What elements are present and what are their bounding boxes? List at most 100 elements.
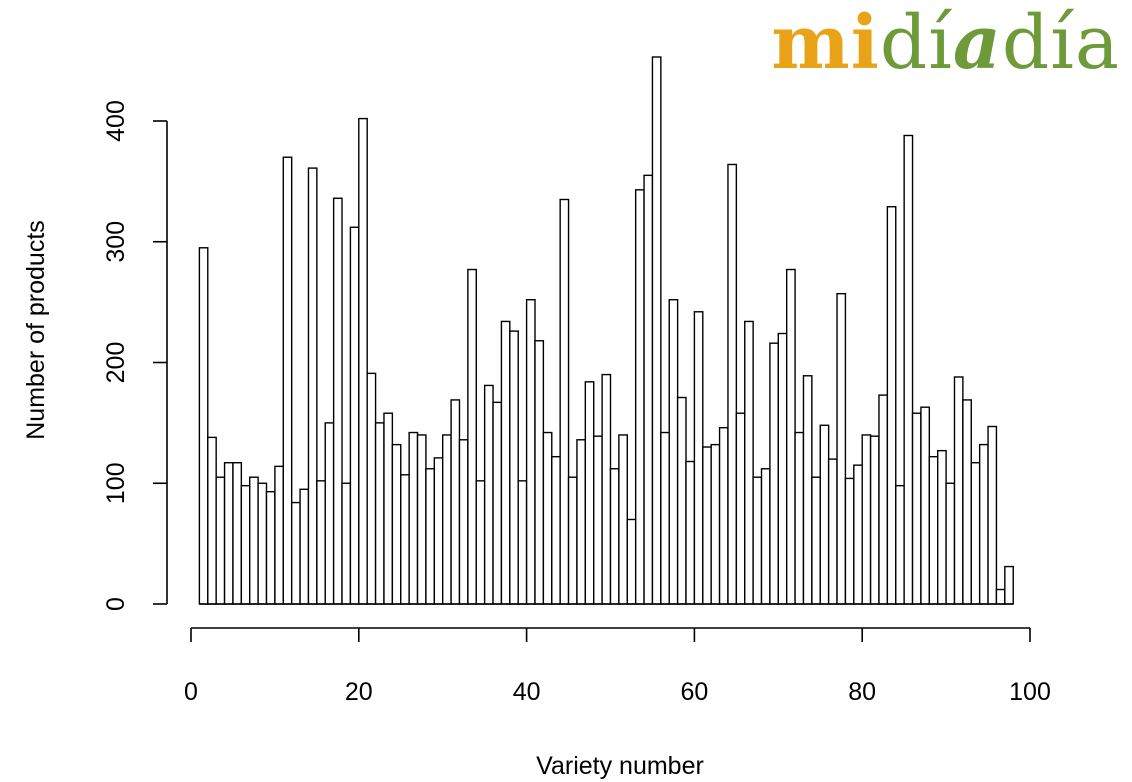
bar-variety-97 [1004,565,1014,605]
bar-variety-71 [785,268,796,605]
bar-variety-6 [240,484,251,605]
bar-variety-9 [265,491,276,605]
x-tick-label-20: 20 [345,678,373,706]
logo-di-text: dí [879,0,953,86]
bar-variety-8 [257,482,268,605]
bar-variety-40 [525,299,536,605]
bar-variety-15 [316,480,326,605]
bar-variety-31 [450,399,461,605]
bar-variety-47 [584,381,595,605]
bar-variety-80 [861,434,872,605]
x-axis: 0 20 40 60 80 100 [184,627,1051,706]
bar-variety-34 [475,480,486,605]
x-tick-label-80: 80 [848,678,876,706]
bar-variety-67 [752,476,763,605]
bar-variety-37 [500,320,511,605]
bar-variety-28 [425,468,436,605]
logo-a-text: a [952,0,1002,86]
bar-variety-87 [920,406,931,605]
bar-variety-24 [391,443,402,605]
bar-variety-21 [366,372,377,605]
bar-variety-74 [811,476,821,605]
x-tick-label-0: 0 [184,678,198,706]
bar-variety-10 [274,465,284,605]
x-axis-title: Variety number [536,752,704,780]
bar-variety-66 [744,320,754,605]
y-tick-label-200: 200 [102,342,130,384]
y-tick-label-100: 100 [102,462,130,504]
bar-variety-3 [215,476,226,605]
bar-variety-69 [769,342,779,605]
bar-variety-92 [962,399,972,605]
bar-variety-26 [408,431,419,605]
bar-variety-45 [567,476,578,605]
bar-variety-13 [299,488,310,605]
bar-variety-14 [307,167,318,605]
bar-variety-7 [249,476,259,605]
bar-variety-85 [903,134,914,605]
x-tick-label-60: 60 [680,678,708,706]
bar-variety-42 [542,431,553,605]
bar-variety-82 [878,394,889,605]
bar-variety-51 [618,434,628,605]
logo-mi-text: mi [771,0,880,86]
bar-variety-33 [467,268,477,605]
bar-variety-76 [827,458,838,605]
bar-variety-19 [349,226,360,605]
bar-variety-81 [869,435,880,605]
bar-variety-36 [492,401,503,605]
bar-variety-2 [207,436,217,605]
x-tick-label-100: 100 [1009,678,1051,706]
bar-variety-65 [735,412,746,605]
bars-group [198,56,1014,605]
bar-variety-55 [651,56,662,605]
bar-variety-58 [676,396,687,605]
bar-variety-5 [232,462,243,605]
bar-variety-60 [693,311,704,605]
bar-variety-38 [509,330,519,605]
bar-variety-29 [433,457,444,605]
bar-variety-39 [517,480,528,605]
bar-variety-43 [551,455,561,605]
bar-variety-72 [794,431,805,605]
bar-variety-70 [777,332,788,605]
bar-variety-59 [685,460,696,605]
bar-variety-93 [970,462,981,605]
bar-variety-64 [727,163,738,605]
bar-variety-79 [853,464,863,605]
bar-variety-61 [702,446,712,605]
bar-variety-44 [559,198,570,605]
x-tick-label-40: 40 [513,678,541,706]
bar-variety-48 [593,435,603,605]
bar-variety-54 [643,174,654,605]
midiadia-logo: midíadía [771,6,1120,80]
bar-variety-46 [576,439,587,605]
bar-variety-27 [416,434,427,605]
bar-variety-84 [895,484,905,605]
bar-variety-35 [483,384,494,605]
bar-variety-78 [844,477,855,605]
bar-variety-16 [324,422,335,605]
bar-variety-57 [668,299,679,605]
bar-variety-62 [710,443,721,605]
bar-variety-77 [836,292,847,605]
bar-variety-50 [609,468,620,605]
bar-variety-63 [718,427,729,605]
bar-variety-88 [928,455,939,605]
bar-variety-49 [601,373,612,605]
bar-variety-18 [341,482,352,605]
bar-variety-96 [995,588,1006,605]
bar-variety-11 [282,156,293,605]
bar-variety-25 [400,474,410,605]
bar-variety-56 [660,431,670,605]
y-axis-title: Number of products [22,220,50,440]
bar-variety-53 [634,189,645,605]
y-axis: 0 100 200 300 400 [102,100,168,611]
y-tick-label-300: 300 [102,221,130,263]
bar-variety-12 [290,501,301,605]
y-tick-label-400: 400 [102,100,130,142]
bar-variety-95 [987,425,998,605]
bar-variety-83 [886,206,897,605]
bar-variety-17 [332,197,343,605]
